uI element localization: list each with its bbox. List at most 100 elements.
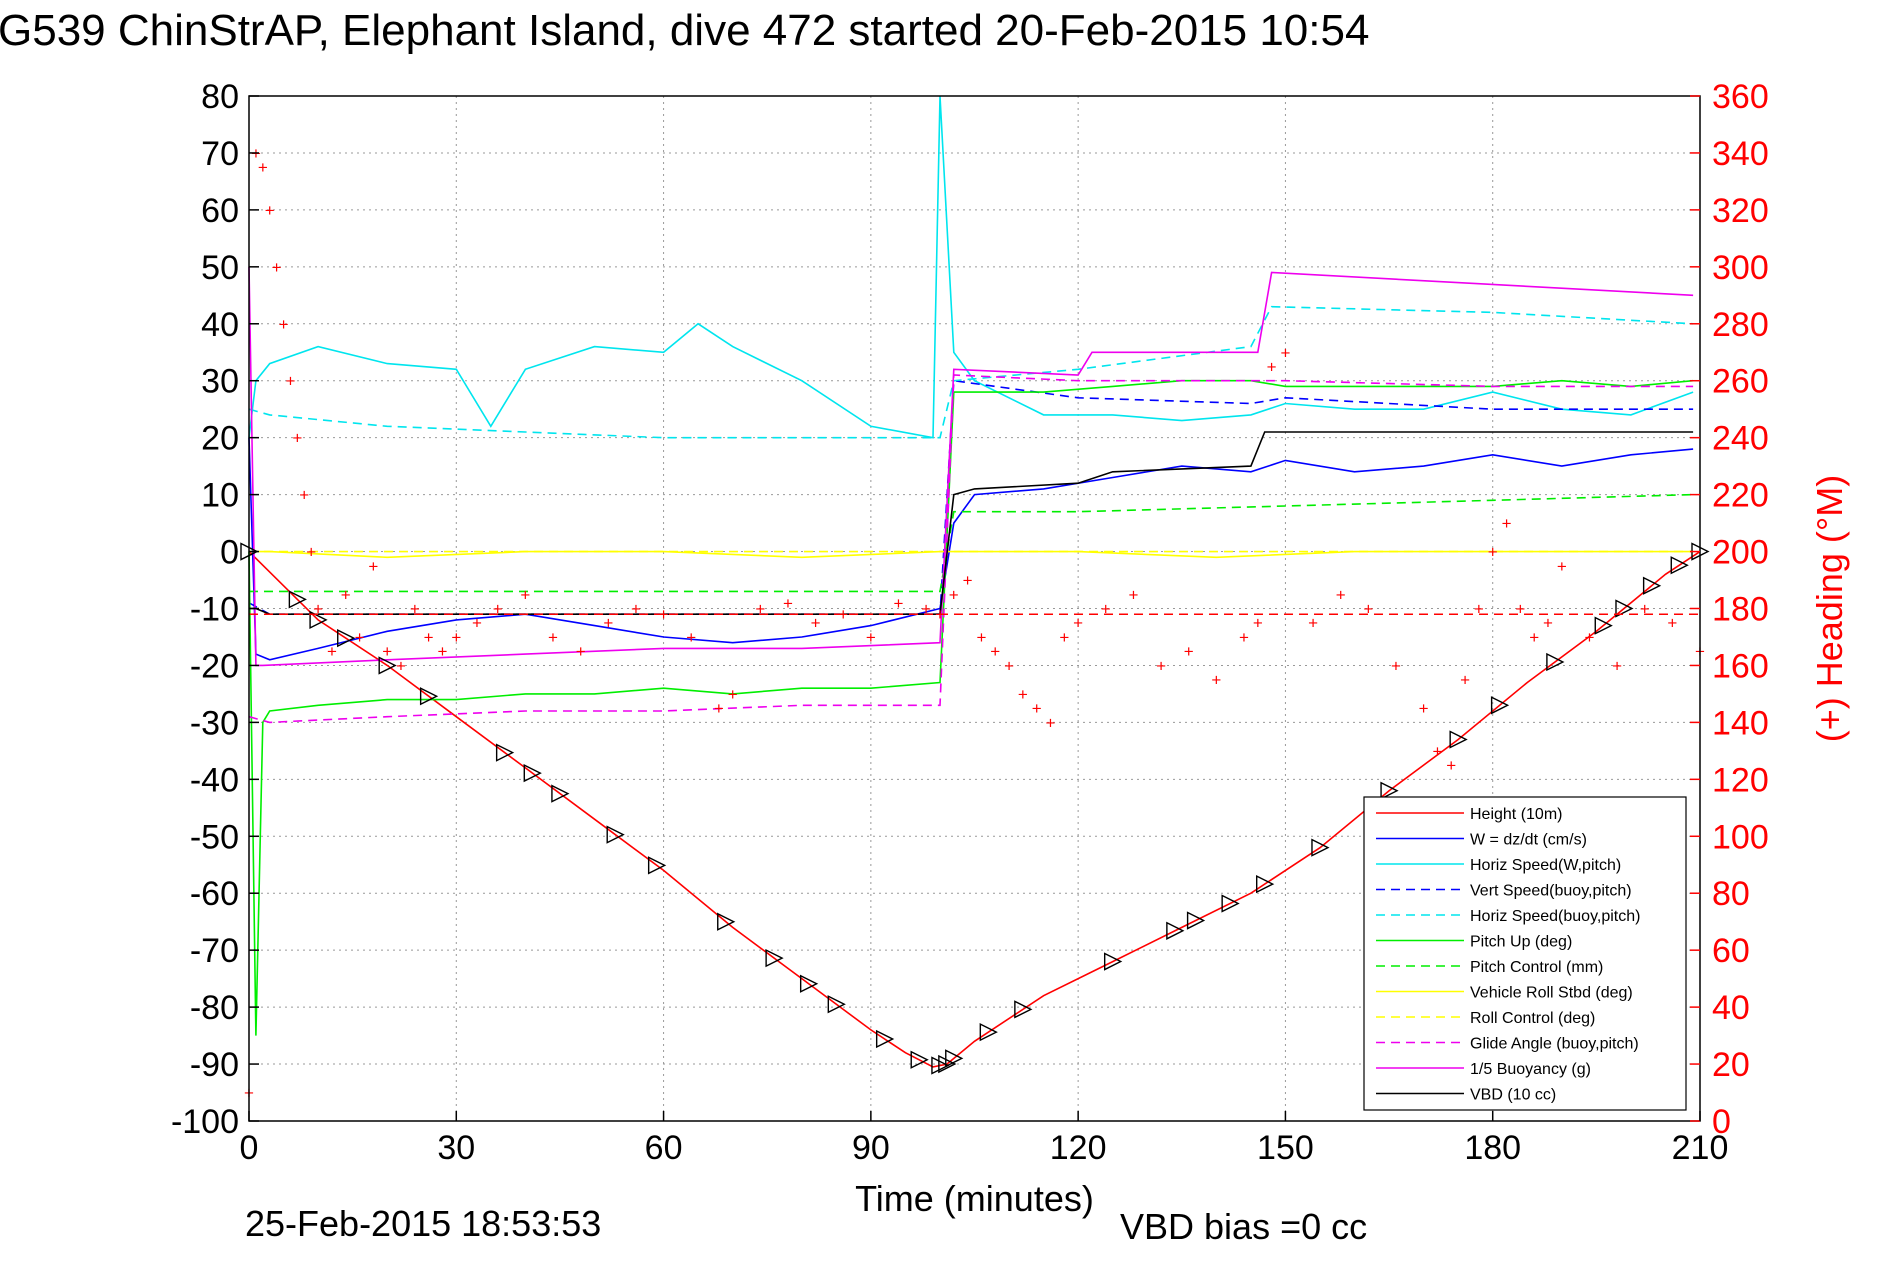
heading-point: + — [424, 628, 434, 647]
depth-marker — [551, 784, 570, 803]
heading-point: + — [382, 642, 392, 661]
heading-point: + — [963, 571, 973, 590]
y-tick-label: -100 — [171, 1103, 239, 1141]
heading-point: + — [1557, 557, 1567, 576]
series-line — [248, 379, 1694, 1036]
series-line — [249, 493, 1694, 593]
x-tick-label: 180 — [1464, 1129, 1521, 1167]
depth-marker — [309, 610, 328, 630]
heading-point: + — [1543, 614, 1553, 633]
heading-point: + — [472, 614, 482, 633]
y2-tick-label: 360 — [1712, 78, 1769, 116]
depth-marker — [419, 687, 439, 706]
heading-point: + — [258, 158, 268, 177]
y-tick-label: -80 — [190, 989, 239, 1027]
heading-point: + — [1391, 656, 1401, 675]
x-tick-label: 60 — [645, 1129, 683, 1167]
heading-point: + — [327, 642, 337, 661]
y2-tick-label: 260 — [1712, 363, 1769, 401]
heading-point: + — [1529, 628, 1539, 647]
legend-label: Horiz Speed(buoy,pitch) — [1470, 908, 1640, 925]
heading-point: + — [976, 628, 986, 647]
heading-point: + — [1046, 713, 1056, 732]
y-tick-label: 10 — [201, 477, 239, 515]
heading-point: + — [576, 642, 586, 661]
y2-tick-label: 300 — [1712, 249, 1769, 287]
depth-marker — [827, 995, 846, 1014]
depth-marker — [945, 1049, 964, 1068]
heading-point: + — [1432, 742, 1442, 761]
depth-marker — [1594, 616, 1613, 635]
y2-tick-label: 220 — [1712, 477, 1769, 515]
y2-tick-label: 40 — [1712, 989, 1750, 1027]
heading-point: + — [1460, 671, 1470, 690]
heading-point: + — [396, 656, 406, 675]
series-line — [249, 550, 1694, 559]
depth-marker — [1014, 1000, 1033, 1019]
depth-marker — [1670, 556, 1689, 575]
heading-point: + — [299, 486, 309, 505]
y-tick-label: -60 — [190, 875, 239, 913]
legend-box — [1363, 796, 1687, 1111]
y-tick-label: -10 — [190, 591, 239, 629]
y-tick-label: 0 — [220, 534, 239, 572]
y-tick-label: 20 — [201, 420, 239, 458]
series-line — [248, 95, 1694, 439]
series-line — [248, 305, 1694, 439]
heading-point: + — [1253, 614, 1263, 633]
heading-point: + — [451, 628, 461, 647]
depth-marker — [1186, 911, 1206, 930]
heading-point: + — [1474, 600, 1484, 619]
depth-marker — [875, 1029, 895, 1049]
y-tick-label: -20 — [190, 647, 239, 685]
heading-point: + — [866, 628, 876, 647]
y-tick-label: 50 — [201, 249, 239, 287]
depth-marker — [1615, 599, 1634, 618]
depth-marker — [799, 974, 819, 993]
heading-point: + — [410, 600, 420, 619]
heading-point: + — [1515, 600, 1525, 619]
depth-marker — [938, 1054, 957, 1074]
legend-label: Glide Angle (buoy,pitch) — [1470, 1036, 1639, 1053]
y2-tick-label: 80 — [1712, 875, 1750, 913]
legend-label: 1/5 Buoyancy (g) — [1470, 1061, 1591, 1078]
y2-tick-label: 320 — [1712, 192, 1769, 230]
heading-point: + — [935, 605, 945, 624]
y-tick-label: -50 — [190, 818, 239, 856]
y2-tick-label: 0 — [1712, 1103, 1731, 1141]
x-axis-label: Time (minutes) — [855, 1178, 1094, 1219]
series-line — [248, 266, 1694, 667]
heading-point: + — [603, 614, 613, 633]
y-tick-label: 40 — [201, 306, 239, 344]
depth-marker — [647, 856, 667, 875]
heading-point: + — [285, 372, 295, 391]
heading-point: + — [686, 628, 696, 647]
y-tick-label: -90 — [190, 1046, 239, 1084]
y2-tick-label: 240 — [1712, 420, 1769, 458]
depth-marker — [523, 763, 542, 783]
chart-title: G539 ChinStrAP, Elephant Island, dive 47… — [0, 6, 1370, 55]
depth-marker — [979, 1023, 998, 1042]
heading-point: + — [1363, 600, 1373, 619]
heading-point: + — [292, 429, 302, 448]
heading-point: + — [279, 315, 289, 334]
legend-label: Roll Control (deg) — [1470, 1010, 1595, 1027]
heading-point: + — [728, 685, 738, 704]
legend-label: VBD (10 cc) — [1470, 1087, 1556, 1104]
heading-point: + — [548, 628, 558, 647]
depth-marker — [931, 1056, 950, 1075]
series-line — [248, 437, 1694, 661]
y2-tick-label: 180 — [1712, 591, 1769, 629]
heading-point: + — [1156, 656, 1166, 675]
legend-label: Pitch Control (mm) — [1470, 959, 1603, 976]
heading-point: + — [1073, 614, 1083, 633]
x-tick-label: 30 — [437, 1129, 475, 1167]
heading-point: + — [921, 600, 931, 619]
y2-axis-label: (+) Heading (°M) — [1809, 475, 1850, 742]
depth-marker — [606, 825, 625, 844]
heading-point: + — [1419, 699, 1429, 718]
y-tick-label: 30 — [201, 363, 239, 401]
heading-point: + — [493, 600, 503, 619]
footer-vbd-bias: VBD bias =0 cc — [1120, 1206, 1368, 1247]
